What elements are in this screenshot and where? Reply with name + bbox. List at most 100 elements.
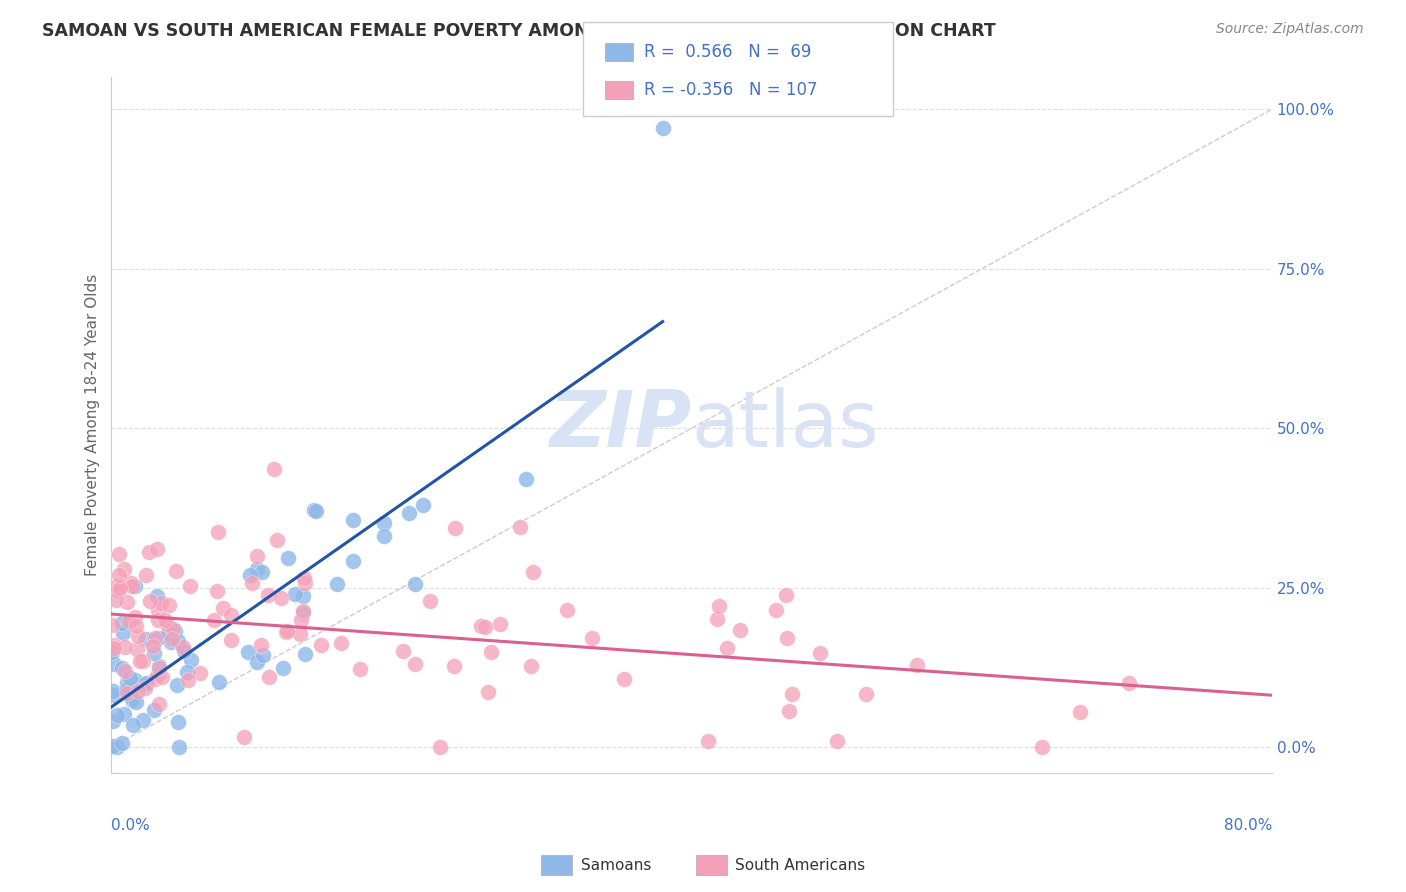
Point (111, 660, 134, 674)
Point (162, 622, 184, 636)
Point (125, 619, 148, 633)
Point (118, 671, 141, 685)
Point (246, 655, 269, 669)
Text: South Americans: South Americans (735, 858, 866, 872)
Point (246, 562, 269, 576)
Point (211, 600, 233, 615)
Y-axis label: Female Poverty Among 18-24 Year Olds: Female Poverty Among 18-24 Year Olds (86, 274, 100, 576)
Point (208, 675, 231, 690)
Point (522, 566, 544, 580)
Point (114, 640, 136, 655)
Point (221, 633, 243, 648)
Point (855, 687, 877, 701)
Point (697, 734, 720, 748)
Text: R = -0.356   N = 107: R = -0.356 N = 107 (644, 81, 817, 99)
Point (443, 521, 465, 535)
Point (125, 642, 148, 657)
Point (115, 595, 138, 609)
Point (108, 547, 131, 561)
Point (142, 639, 165, 653)
Point (138, 545, 160, 559)
Text: Samoans: Samoans (581, 858, 651, 872)
Point (479, 645, 502, 659)
Point (124, 610, 146, 624)
Point (121, 692, 143, 706)
Point (177, 673, 200, 688)
Point (613, 672, 636, 686)
Point (150, 670, 173, 684)
Point (173, 644, 195, 658)
Point (405, 657, 427, 671)
Point (651, 121, 673, 136)
Point (135, 676, 157, 690)
Text: R =  0.566   N =  69: R = 0.566 N = 69 (644, 43, 811, 62)
Point (157, 625, 180, 640)
Point (115, 682, 138, 697)
Point (290, 614, 312, 628)
Point (291, 606, 314, 620)
Point (270, 591, 292, 606)
Text: Source: ZipAtlas.com: Source: ZipAtlas.com (1216, 22, 1364, 37)
Point (419, 594, 441, 608)
Point (1069, 705, 1091, 719)
Point (143, 672, 166, 686)
Point (349, 662, 371, 676)
Point (157, 599, 180, 613)
Point (142, 703, 165, 717)
Point (775, 588, 797, 602)
Point (146, 542, 169, 557)
Point (121, 718, 143, 732)
Point (581, 631, 603, 645)
Point (107, 582, 129, 597)
Point (716, 641, 738, 656)
Point (202, 613, 225, 627)
Point (778, 704, 800, 718)
Point (709, 599, 731, 613)
Point (443, 659, 465, 673)
Point (148, 697, 170, 711)
Point (706, 612, 728, 626)
Point (124, 579, 146, 593)
Point (342, 513, 364, 527)
Point (169, 740, 191, 755)
Point (148, 658, 170, 673)
Point (292, 571, 315, 585)
Point (373, 529, 395, 543)
Point (105, 708, 128, 723)
Point (167, 634, 190, 648)
Point (488, 616, 510, 631)
Point (127, 629, 149, 643)
Point (180, 653, 202, 667)
Point (276, 624, 298, 639)
Point (135, 632, 157, 646)
Text: ZIP: ZIP (550, 387, 692, 463)
Point (239, 568, 262, 582)
Point (103, 688, 125, 702)
Point (219, 608, 242, 623)
Point (257, 588, 280, 602)
Point (291, 604, 314, 618)
Point (142, 646, 165, 660)
Point (392, 644, 415, 658)
Point (120, 690, 142, 704)
Point (114, 664, 136, 678)
Point (309, 638, 332, 652)
Point (236, 645, 259, 659)
Point (117, 686, 139, 700)
Point (148, 602, 170, 616)
Point (232, 730, 254, 744)
Point (124, 673, 146, 687)
Point (146, 613, 169, 627)
Point (252, 648, 274, 662)
Point (103, 657, 125, 672)
Point (474, 620, 496, 634)
Point (294, 647, 316, 661)
Point (1118, 675, 1140, 690)
Point (135, 676, 157, 690)
Point (302, 502, 325, 516)
Point (284, 586, 307, 600)
Point (429, 740, 451, 755)
Point (808, 646, 831, 660)
Point (825, 734, 848, 748)
Point (263, 461, 285, 475)
